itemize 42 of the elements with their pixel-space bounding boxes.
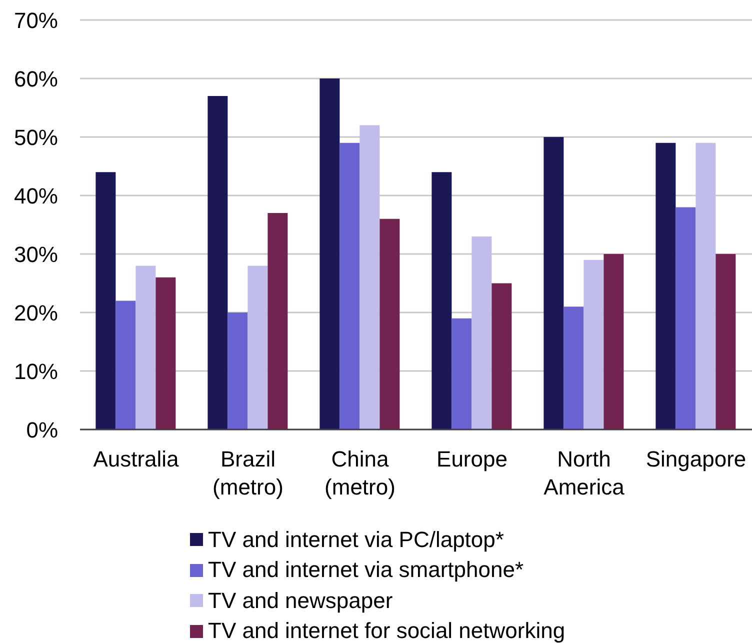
bar (432, 172, 452, 430)
legend-label: TV and newspaper (208, 588, 393, 612)
bar (136, 266, 156, 430)
bar (360, 125, 380, 430)
bar (676, 207, 696, 430)
bar (156, 277, 176, 430)
legend-label: TV and internet for social networking (208, 618, 566, 643)
bar (116, 300, 136, 430)
bar (584, 260, 604, 430)
legend-label: TV and internet via PC/laptop* (208, 526, 504, 552)
bar (544, 137, 564, 430)
x-tick-label: Australia (93, 446, 180, 472)
bar (268, 213, 288, 430)
bar (472, 236, 492, 430)
bar (604, 254, 624, 430)
y-tick-label: 0% (26, 418, 58, 442)
bar (320, 78, 340, 430)
bar (96, 172, 116, 430)
bar (248, 266, 268, 430)
y-tick-label: 20% (14, 300, 58, 326)
y-tick-label: 10% (14, 359, 58, 384)
y-tick-label: 60% (14, 66, 58, 92)
bar (208, 96, 228, 430)
bar (380, 218, 400, 430)
y-tick-label: 50% (14, 125, 58, 150)
bar (564, 306, 584, 430)
x-tick-label: Europe (436, 446, 508, 472)
x-tick-label: North America (544, 446, 626, 500)
y-tick-label: 70% (14, 8, 58, 33)
bar (492, 283, 512, 430)
y-tick-label: 40% (14, 184, 58, 208)
x-tick-label: China (metro) (324, 446, 396, 500)
bar (340, 142, 360, 430)
x-tick-label: Brazil (metro) (212, 446, 284, 500)
bar (696, 142, 716, 430)
y-tick-label: 30% (14, 242, 58, 267)
bar (716, 254, 736, 430)
bar (452, 318, 472, 430)
legend-label: TV and internet via smartphone* (208, 557, 524, 582)
bar (656, 142, 676, 430)
x-tick-label: Singapore (646, 446, 746, 472)
bar (228, 312, 248, 430)
